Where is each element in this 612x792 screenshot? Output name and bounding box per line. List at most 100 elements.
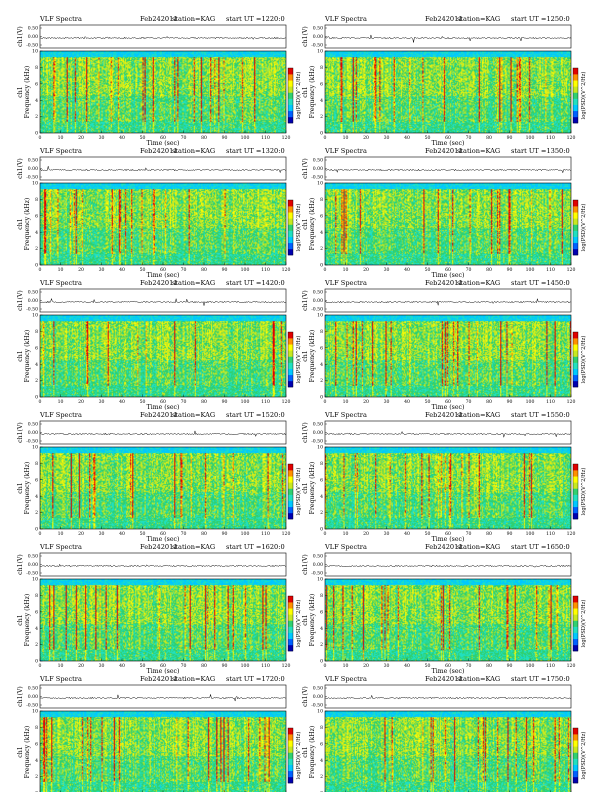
waveform-tick-label: 0.50 <box>28 26 38 32</box>
waveform-tick-label: -0.50 <box>311 571 323 577</box>
x-tick-label: 0 <box>324 135 327 141</box>
colorbar-segment <box>288 218 293 225</box>
x-tick-label: 100 <box>241 267 250 273</box>
colorbar-segment <box>288 488 293 495</box>
colorbar-frame <box>572 727 579 784</box>
waveform-tick-label: -0.50 <box>26 43 38 49</box>
x-tick-label: 90 <box>507 663 513 669</box>
x-tick-label: 0 <box>324 267 327 273</box>
spectrogram-xlabel: Time (sec) <box>147 272 180 279</box>
x-tick-label: 0 <box>39 399 42 405</box>
panel-title: VLF Spectra <box>324 543 367 551</box>
x-tick-label: 0 <box>39 531 42 537</box>
panel-station: station=KAG <box>172 15 215 23</box>
x-tick-label: 90 <box>507 399 513 405</box>
panel-title: VLF Spectra <box>324 15 367 23</box>
panel-title: VLF Spectra <box>39 15 82 23</box>
waveform-tick-label: 0.00 <box>28 562 38 568</box>
y-tick-label: 6 <box>320 609 323 615</box>
colorbar-segment <box>573 464 578 471</box>
waveform-trace <box>39 297 287 306</box>
colorbar-segment <box>288 362 293 369</box>
panel-date: Feb242011 <box>140 279 178 287</box>
x-tick-label: 100 <box>526 135 535 141</box>
colorbar-label: log(PSD)(V^2/Hz) <box>580 204 587 252</box>
spectrogram-image <box>325 579 571 661</box>
y-tick-label: 4 <box>35 494 38 500</box>
y-tick-label: 10 <box>317 709 323 715</box>
spectrogram-ylabel-channel: ch1 <box>302 86 309 97</box>
panel-start-time: start UT =1550:0 <box>511 411 570 419</box>
x-tick-label: 70 <box>181 663 187 669</box>
spectrogram-xlabel: Time (sec) <box>432 536 465 543</box>
panel-title: VLF Spectra <box>324 411 367 419</box>
y-tick-label: 0 <box>35 395 38 401</box>
x-tick-label: 70 <box>466 663 472 669</box>
x-tick-label: 20 <box>363 267 369 273</box>
x-tick-label: 50 <box>140 663 146 669</box>
y-tick-label: 10 <box>32 577 38 583</box>
waveform-trace <box>39 694 287 702</box>
x-tick-label: 70 <box>466 135 472 141</box>
spectrogram-ylabel: Frequency (kHz) <box>309 726 316 779</box>
x-tick-label: 50 <box>425 267 431 273</box>
colorbar-label: log(PSD)(V^2/Hz) <box>295 600 302 648</box>
spectrogram-xlabel: Time (sec) <box>432 668 465 675</box>
x-tick-label: 50 <box>425 135 431 141</box>
colorbar-segment <box>573 368 578 376</box>
y-tick-label: 4 <box>35 362 38 368</box>
y-tick-label: 4 <box>320 626 323 632</box>
x-tick-label: 0 <box>39 135 42 141</box>
x-tick-label: 80 <box>201 663 207 669</box>
colorbar-segment <box>573 632 578 640</box>
colorbar-segment <box>288 596 293 603</box>
y-tick-label: 8 <box>35 65 38 71</box>
colorbar-label: log(PSD)(V^2/Hz) <box>295 468 302 516</box>
x-tick-label: 30 <box>384 531 390 537</box>
x-tick-label: 60 <box>445 399 451 405</box>
x-tick-label: 120 <box>567 267 576 273</box>
colorbar-segment <box>288 626 293 633</box>
y-tick-label: 8 <box>35 329 38 335</box>
x-tick-label: 20 <box>78 267 84 273</box>
panel-station: station=KAG <box>457 543 500 551</box>
y-tick-label: 4 <box>320 362 323 368</box>
waveform-tick-label: 0.50 <box>313 422 323 428</box>
spectrogram-image <box>325 711 571 792</box>
waveform-tick-label: 0.00 <box>313 34 323 40</box>
y-tick-label: 10 <box>32 445 38 451</box>
spectrogram-xlabel: Time (sec) <box>432 140 465 147</box>
colorbar-label: log(PSD)(V^2/Hz) <box>295 732 302 780</box>
colorbar-segment <box>288 758 293 765</box>
colorbar-segment <box>573 92 578 99</box>
waveform-tick-label: -0.50 <box>311 439 323 445</box>
colorbar-segment <box>288 356 293 363</box>
panel-date: Feb242011 <box>425 543 463 551</box>
colorbar-label: log(PSD)(V^2/Hz) <box>295 336 302 384</box>
colorbar-frame <box>287 727 294 784</box>
colorbar-segment <box>573 236 578 244</box>
waveform-tick-label: 0.00 <box>28 694 38 700</box>
colorbar-segment <box>573 470 578 477</box>
x-tick-label: 110 <box>261 267 270 273</box>
colorbar-segment <box>573 494 578 501</box>
colorbar-segment <box>573 116 578 124</box>
colorbar-segment <box>573 218 578 225</box>
y-tick-label: 4 <box>35 758 38 764</box>
colorbar-segment <box>573 104 578 112</box>
waveform-tick-label: 0.00 <box>28 166 38 172</box>
waveform-trace <box>39 166 287 174</box>
y-tick-label: 10 <box>32 49 38 55</box>
waveform-tick-label: 0.00 <box>313 298 323 304</box>
colorbar-segment <box>288 740 293 747</box>
panel-station: station=KAG <box>457 279 500 287</box>
colorbar-frame <box>572 463 579 520</box>
spectrogram-ylabel-channel: ch1 <box>302 218 309 229</box>
x-tick-label: 40 <box>404 531 410 537</box>
x-tick-label: 20 <box>363 135 369 141</box>
x-tick-label: 110 <box>546 399 555 405</box>
x-tick-label: 50 <box>140 135 146 141</box>
x-tick-label: 10 <box>58 399 64 405</box>
